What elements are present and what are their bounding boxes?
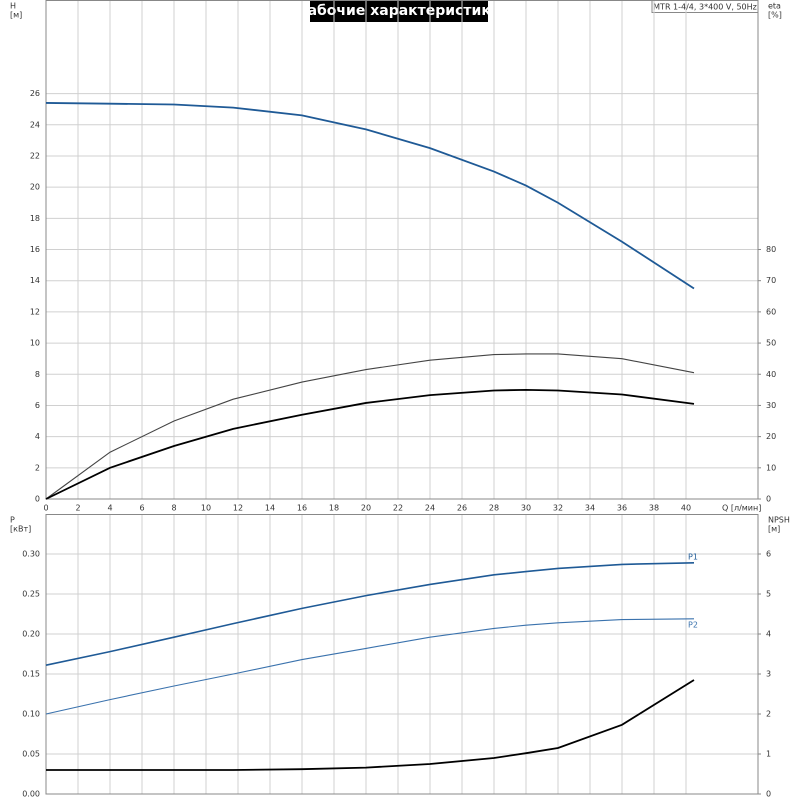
x-tick-label: 40 (681, 504, 691, 513)
y-tick-label: 24 (30, 120, 40, 129)
x-tick-label: 34 (585, 504, 595, 513)
title-box (310, 0, 488, 22)
y-tick-label: 0.05 (22, 750, 40, 759)
y2-tick-label: 0 (766, 495, 771, 504)
y-axis-unit: [кВт] (10, 525, 31, 534)
y-tick-label: 26 (30, 89, 40, 98)
y2-tick-label: 70 (766, 276, 776, 285)
y-axis-label: P (10, 516, 15, 525)
x-tick-label: 28 (489, 504, 499, 513)
x-tick-label: 38 (649, 504, 659, 513)
y2-tick-label: 50 (766, 339, 776, 348)
y2-tick-label: 0 (766, 790, 771, 799)
y2-axis-label: eta (768, 2, 781, 11)
y-tick-label: 16 (30, 245, 40, 254)
y-tick-label: 18 (30, 214, 40, 223)
series-line (45, 102, 695, 290)
y-tick-label: 0.10 (22, 710, 40, 719)
x-tick-label: 12 (233, 504, 243, 513)
x-tick-label: 16 (297, 504, 307, 513)
y2-tick-label: 2 (766, 710, 771, 719)
y2-tick-label: 60 (766, 307, 776, 316)
x-tick-label: 10 (201, 504, 211, 513)
y2-tick-label: 40 (766, 370, 776, 379)
plot-frame (45, 514, 759, 795)
plot-frame (45, 0, 759, 500)
x-axis-label: Q [л/мин] (722, 504, 761, 513)
x-tick-label: 22 (393, 504, 403, 513)
x-tick-label: 8 (171, 504, 176, 513)
y-tick-label: 0.30 (22, 550, 40, 559)
x-tick-label: 20 (361, 504, 371, 513)
y2-axis-unit: [%] (768, 11, 782, 20)
x-tick-label: 18 (329, 504, 339, 513)
y2-tick-label: 4 (766, 630, 771, 639)
x-tick-label: 36 (617, 504, 627, 513)
y2-axis-label: NPSH (768, 516, 790, 525)
y2-tick-label: 80 (766, 245, 776, 254)
y2-tick-label: 3 (766, 670, 771, 679)
y-tick-label: 2 (35, 463, 40, 472)
series-label: P1 (688, 552, 698, 561)
x-tick-label: 4 (107, 504, 112, 513)
series-line (45, 353, 695, 500)
y-axis-unit: [м] (10, 11, 22, 20)
x-tick-label: 26 (457, 504, 467, 513)
y-tick-label: 0.20 (22, 630, 40, 639)
y-tick-label: 14 (30, 276, 40, 285)
y2-tick-label: 20 (766, 432, 776, 441)
y-tick-label: 12 (30, 307, 40, 316)
x-tick-label: 30 (521, 504, 531, 513)
y-tick-label: 0.15 (22, 670, 40, 679)
y2-tick-label: 30 (766, 401, 776, 410)
y2-tick-label: 6 (766, 550, 771, 559)
chart-title: Рабочие характеристики (297, 3, 500, 19)
y-tick-label: 0.25 (22, 590, 40, 599)
x-tick-label: 6 (139, 504, 144, 513)
y-tick-label: 8 (35, 370, 40, 379)
series-line (45, 388, 695, 500)
x-tick-label: 14 (265, 504, 275, 513)
y-tick-label: 20 (30, 183, 40, 192)
series-line (45, 618, 695, 715)
y-tick-label: 0.00 (22, 790, 40, 799)
y-tick-label: 4 (35, 432, 40, 441)
y2-tick-label: 10 (766, 463, 776, 472)
y2-tick-label: 5 (766, 590, 771, 599)
series-line (45, 562, 695, 666)
y2-axis-unit: [м] (768, 525, 780, 534)
x-tick-label: 32 (553, 504, 563, 513)
y-tick-label: 22 (30, 151, 40, 160)
y-tick-label: 10 (30, 339, 40, 348)
series-line (46, 679, 695, 771)
y-tick-label: 6 (35, 401, 40, 410)
subtitle: MTR 1-4/4, 3*400 V, 50Hz (653, 3, 757, 12)
series-label: P2 (688, 620, 698, 629)
x-tick-label: 0 (43, 504, 48, 513)
y-axis-label: H (10, 2, 16, 11)
x-tick-label: 24 (425, 504, 435, 513)
y-tick-label: 0 (35, 495, 40, 504)
y2-tick-label: 1 (766, 750, 771, 759)
x-tick-label: 2 (75, 504, 80, 513)
